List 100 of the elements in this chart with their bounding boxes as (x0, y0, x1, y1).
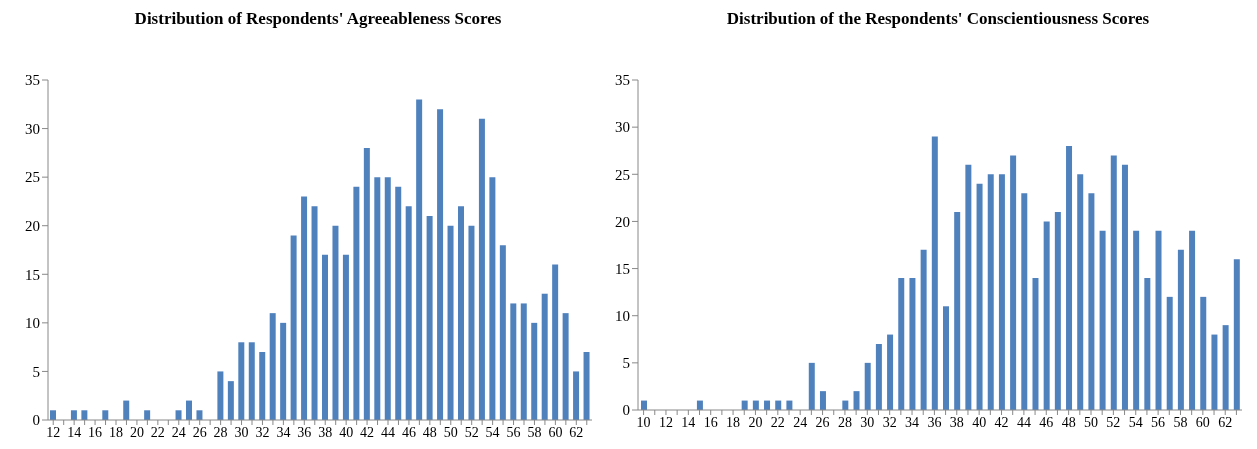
y-tick-label: 30 (25, 120, 40, 137)
bar (426, 216, 433, 420)
x-tick-label: 48 (1061, 414, 1076, 430)
bar (374, 177, 381, 420)
x-tick-label: 18 (109, 424, 123, 440)
x-tick-label: 58 (527, 424, 542, 440)
x-tick-label: 20 (129, 424, 144, 440)
y-tick-label: 25 (615, 166, 630, 183)
x-tick-label: 62 (569, 424, 584, 440)
bar (489, 177, 496, 420)
bar (1043, 221, 1050, 410)
bar (1222, 325, 1229, 410)
bar (875, 344, 882, 410)
x-tick-label: 60 (548, 424, 563, 440)
x-tick-label: 50 (443, 424, 458, 440)
x-tick-label: 58 (1173, 414, 1188, 430)
bar (987, 174, 994, 410)
bar (248, 342, 255, 420)
y-tick-label: 15 (615, 260, 630, 277)
bar (562, 313, 569, 420)
bar (1155, 230, 1162, 410)
x-tick-label: 24 (793, 414, 808, 430)
bar (280, 322, 287, 420)
bar (998, 174, 1005, 410)
y-tick-label: 20 (615, 213, 630, 230)
y-tick-label: 5 (32, 363, 40, 380)
bar (1066, 146, 1073, 410)
bar (322, 254, 328, 420)
x-tick-label: 52 (464, 424, 479, 440)
x-tick-label: 34 (276, 424, 291, 440)
bar (311, 206, 318, 420)
x-tick-label: 12 (46, 424, 61, 440)
x-tick-label: 28 (837, 414, 852, 430)
y-tick-label: 20 (25, 218, 40, 235)
x-tick-label: 38 (318, 424, 333, 440)
x-tick-label: 34 (905, 414, 920, 430)
x-tick-label: 54 (1128, 414, 1143, 430)
x-tick-label: 36 (927, 414, 942, 430)
x-tick-label: 22 (150, 424, 165, 440)
bar (186, 400, 192, 420)
bar (259, 352, 266, 420)
bar (458, 206, 464, 420)
x-tick-label: 38 (949, 414, 964, 430)
bar (531, 322, 538, 420)
x-tick-label: 32 (882, 414, 897, 430)
x-tick-label: 46 (1039, 414, 1054, 430)
x-tick-label: 14 (681, 414, 696, 430)
bar (123, 400, 130, 420)
bar (437, 109, 444, 420)
x-tick-label: 54 (485, 424, 500, 440)
bar (976, 183, 983, 410)
bar (1177, 249, 1184, 410)
bar (1189, 230, 1196, 410)
bar (478, 118, 485, 420)
x-tick-label: 20 (748, 414, 763, 430)
x-tick-label: 16 (703, 414, 718, 430)
bar (217, 371, 224, 420)
bar (353, 186, 360, 420)
bar (342, 254, 349, 420)
bar (552, 264, 559, 420)
x-tick-label: 26 (192, 424, 207, 440)
x-tick-label: 44 (1016, 414, 1031, 430)
bar (416, 99, 423, 420)
x-tick-label: 42 (360, 424, 375, 440)
x-tick-label: 44 (381, 424, 395, 440)
bar (510, 303, 517, 420)
bar (965, 164, 972, 410)
x-tick-label: 26 (815, 414, 830, 430)
x-tick-label: 10 (636, 414, 651, 430)
x-tick-label: 28 (213, 424, 228, 440)
x-tick-label: 42 (994, 414, 1009, 430)
bar (920, 249, 927, 410)
bar (301, 196, 308, 420)
x-tick-label: 14 (67, 424, 82, 440)
y-tick-label: 0 (32, 412, 40, 429)
bar (1144, 278, 1151, 410)
bar (144, 410, 151, 420)
y-tick-label: 5 (622, 355, 630, 372)
bar (541, 293, 548, 420)
bar (499, 245, 506, 420)
y-tick-label: 30 (615, 119, 630, 136)
bar (70, 410, 77, 420)
bar (853, 391, 860, 410)
x-tick-label: 40 (972, 414, 987, 430)
bar (1010, 155, 1017, 410)
x-tick-label: 62 (1218, 414, 1233, 430)
y-tick-label: 35 (615, 72, 630, 89)
bar (1032, 278, 1039, 410)
bar (1054, 212, 1061, 410)
bar (238, 342, 245, 420)
bar (468, 225, 475, 420)
bar (102, 410, 109, 420)
x-tick-label: 16 (88, 424, 103, 440)
bar (1021, 193, 1028, 410)
bar (573, 371, 580, 420)
bar (931, 136, 938, 410)
bar (819, 391, 826, 410)
bar (447, 225, 454, 420)
x-tick-label: 48 (422, 424, 437, 440)
bar (909, 278, 916, 410)
